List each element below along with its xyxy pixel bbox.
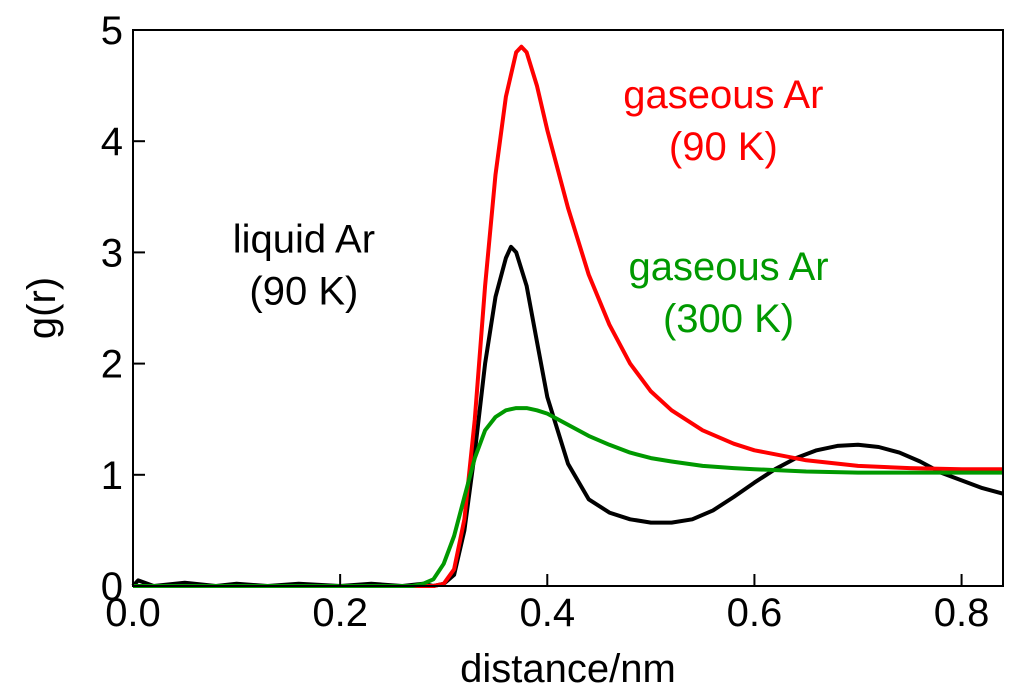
x-tick-label: 0.4 bbox=[519, 591, 575, 635]
x-tick-label: 0.8 bbox=[934, 591, 990, 635]
y-tick-label: 1 bbox=[101, 454, 123, 498]
series-layer bbox=[131, 44, 1004, 588]
y-axis-label: g(r) bbox=[20, 277, 64, 339]
series-annotation-1-line-1: gaseous Ar bbox=[623, 73, 823, 117]
y-tick-label: 0 bbox=[101, 565, 123, 609]
ticks-layer: 0.0 0.2 0.4 0.6 0.8 0 1 2 3 4 5 bbox=[101, 9, 990, 635]
series-line-1 bbox=[133, 44, 1003, 588]
series-annotation-0-line-2: (90 K) bbox=[249, 269, 358, 313]
series-line-2 bbox=[133, 406, 1003, 588]
y-tick-label: 5 bbox=[101, 9, 123, 53]
y-tick-label: 2 bbox=[101, 343, 123, 387]
x-tick-label: 0.2 bbox=[312, 591, 368, 635]
x-tick-label: 0.0 bbox=[105, 591, 161, 635]
y-tick-label: 4 bbox=[101, 120, 123, 164]
annotation-layer: liquid Ar (90 K) gaseous Ar (90 K) gaseous A… bbox=[233, 73, 829, 341]
x-tick-label: 0.6 bbox=[727, 591, 783, 635]
series-annotation-1-line-2: (90 K) bbox=[669, 125, 778, 169]
plot-frame bbox=[132, 29, 1004, 587]
series-annotation-2-line-1: gaseous Ar bbox=[628, 245, 828, 289]
y-tick-label: 3 bbox=[101, 231, 123, 275]
series-annotation-0-line-1: liquid Ar bbox=[233, 217, 375, 261]
series-annotation-2-line-2: (300 K) bbox=[663, 297, 794, 341]
x-axis-label: distance/nm bbox=[460, 647, 676, 691]
